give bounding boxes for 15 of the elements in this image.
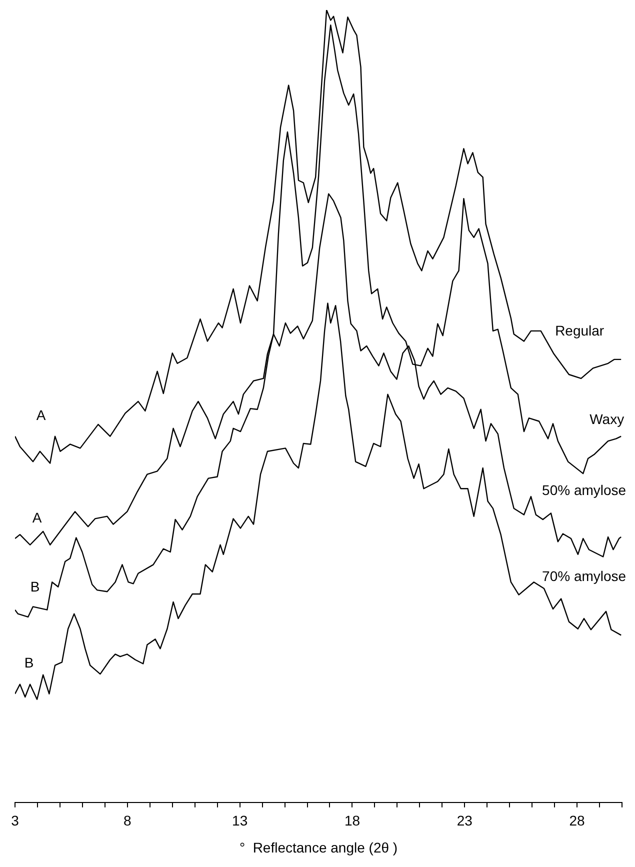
x-tick-label: 28 — [569, 812, 586, 829]
x-tick-label: 18 — [344, 812, 360, 829]
x-tick-label: 3 — [11, 812, 20, 829]
annotation: B — [30, 578, 40, 595]
x-tick-label: 23 — [456, 812, 473, 829]
x-tick-label: 13 — [232, 812, 248, 829]
series-label: Waxy — [590, 411, 624, 428]
annotation: A — [32, 509, 42, 526]
annotation: B — [24, 654, 34, 671]
series-label: 50% amylose — [542, 482, 626, 498]
x-tick-label: 8 — [124, 812, 132, 829]
annotation: A — [36, 407, 46, 424]
series-label: 70% amylose — [542, 568, 626, 584]
x-axis-title: ° Reflectance angle (2θ ) — [239, 839, 398, 856]
series-label: Regular — [555, 322, 604, 338]
